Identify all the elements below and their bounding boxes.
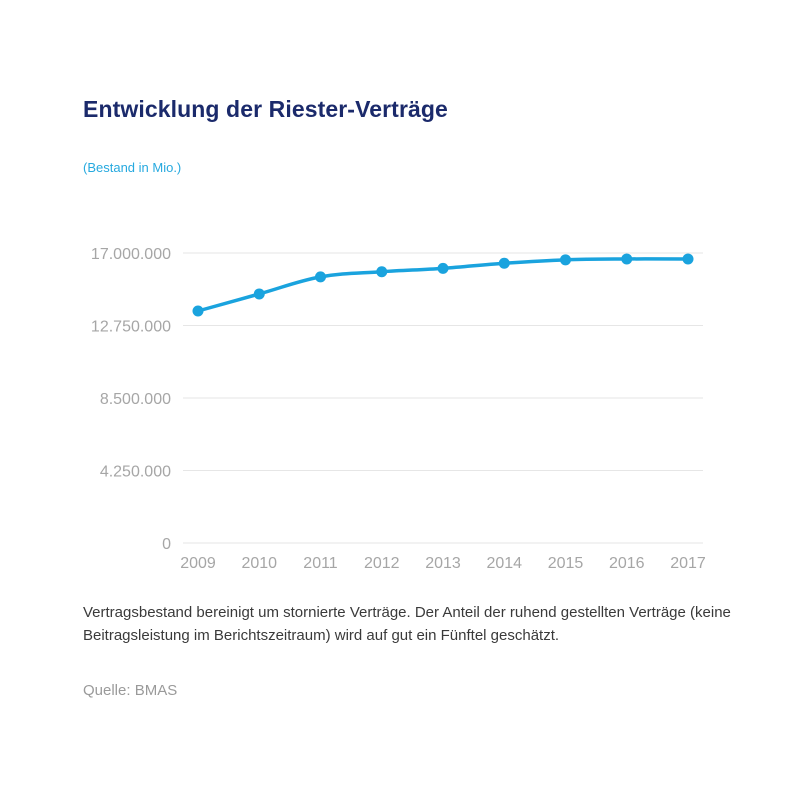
x-tick-label: 2014 [486, 555, 522, 572]
data-point [192, 305, 204, 317]
y-tick-label: 4.250.000 [100, 464, 171, 481]
y-tick-label: 17.000.000 [91, 246, 171, 263]
chart-footnote: Vertragsbestand bereinigt um stornierte … [83, 604, 731, 644]
data-point [376, 266, 388, 278]
x-tick-label: 2013 [425, 555, 461, 572]
grid-lines [183, 252, 703, 544]
source-label: Quelle: BMAS [83, 682, 178, 699]
y-tick-label: 8.500.000 [100, 391, 171, 408]
x-tick-label: 2017 [670, 555, 706, 572]
series [192, 253, 694, 317]
x-tick-label: 2010 [241, 555, 277, 572]
y-axis-ticks: 0 4.250.000 8.500.000 12.750.000 17.000.000 [91, 246, 171, 553]
data-point [621, 253, 633, 265]
data-point [253, 288, 265, 300]
y-tick-label: 12.750.000 [91, 319, 171, 336]
x-tick-label: 2016 [609, 555, 645, 572]
data-point [560, 254, 571, 266]
x-tick-label: 2012 [364, 555, 400, 572]
x-tick-label: 2009 [180, 555, 216, 572]
data-point [315, 271, 326, 283]
x-tick-label: 2015 [548, 555, 584, 572]
unit-label: (Bestand in Mio.) [83, 160, 182, 175]
data-point [437, 262, 449, 274]
data-point [498, 257, 510, 269]
x-axis-ticks: 2009 2010 2011 2012 2013 2014 2015 2016 2017 [180, 555, 706, 572]
chart-title: Entwicklung der Riester-Verträge [83, 96, 448, 122]
x-tick-label: 2011 [303, 555, 338, 572]
data-point [682, 253, 694, 265]
y-tick-label: 0 [162, 536, 171, 553]
